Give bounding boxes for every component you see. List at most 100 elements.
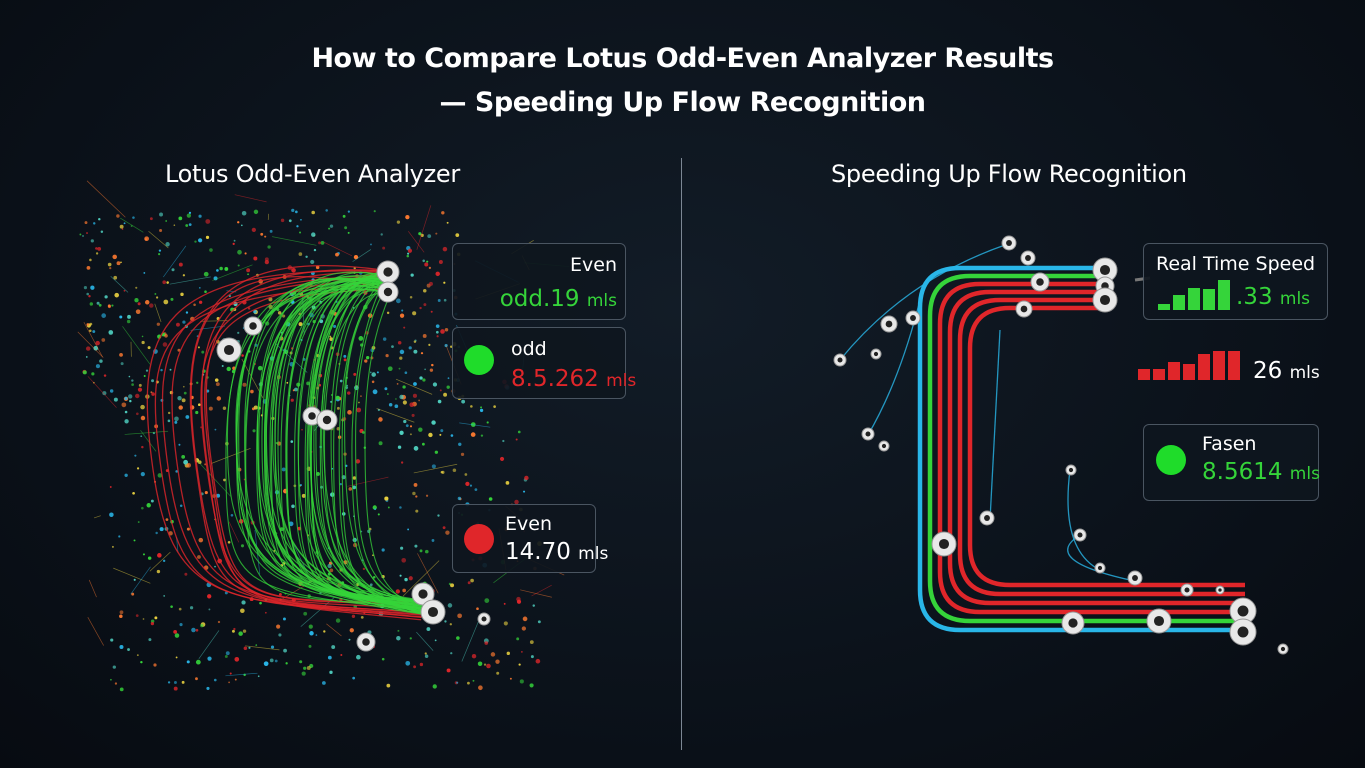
- flow-node-center: [427, 606, 439, 618]
- scatter-dot: [339, 483, 342, 486]
- red-flow-line: [190, 276, 437, 614]
- scatter-dot: [197, 555, 201, 559]
- scatter-dot: [447, 603, 453, 608]
- scatter-dot: [179, 504, 183, 507]
- scatter-dot: [226, 366, 231, 372]
- scatter-dot: [506, 651, 510, 656]
- scatter-dot: [162, 280, 167, 285]
- scatter-dot: [493, 405, 496, 408]
- meter-bar: [1198, 354, 1210, 380]
- scatter-dot: [119, 224, 124, 229]
- scatter-dot: [371, 380, 375, 384]
- scatter-dot: [141, 340, 145, 345]
- scatter-dot: [301, 428, 303, 431]
- scatter-dot: [201, 350, 205, 354]
- scatter-dot: [175, 656, 178, 659]
- scatter-dot: [237, 264, 240, 267]
- scatter-dot: [134, 454, 137, 457]
- scatter-dot: [327, 655, 332, 660]
- network-link: [198, 630, 220, 659]
- scatter-dot: [516, 637, 520, 641]
- scatter-dot: [384, 496, 389, 501]
- flow-node-center: [1153, 615, 1165, 627]
- scatter-dot: [537, 620, 541, 624]
- scatter-dot: [469, 484, 473, 487]
- scatter-dot: [373, 210, 376, 213]
- scatter-dot: [400, 461, 404, 464]
- scatter-dot: [173, 686, 178, 691]
- scatter-dot: [260, 232, 264, 236]
- scatter-dot: [325, 209, 328, 212]
- scatter-dot: [104, 295, 108, 299]
- scatter-dot: [470, 578, 474, 583]
- scatter-dot: [301, 671, 306, 676]
- network-link: [211, 447, 251, 464]
- scatter-dot: [169, 368, 172, 371]
- flow-node-center: [910, 315, 916, 321]
- scatter-dot: [369, 583, 373, 587]
- scatter-dot: [166, 281, 169, 284]
- scatter-dot: [132, 491, 135, 495]
- scatter-dot: [457, 613, 462, 619]
- scatter-dot: [446, 668, 451, 673]
- scatter-dot: [428, 281, 433, 286]
- scatter-dot: [170, 605, 173, 608]
- network-link: [531, 584, 552, 597]
- scatter-dot: [431, 420, 436, 425]
- scatter-dot: [443, 392, 448, 397]
- green-flow-line: [319, 286, 426, 603]
- scatter-dot: [281, 467, 286, 472]
- scatter-dot: [358, 401, 360, 404]
- scatter-dot: [396, 635, 401, 641]
- scatter-dot: [294, 387, 298, 392]
- network-link: [130, 566, 151, 595]
- meter-bar: [1168, 362, 1180, 380]
- network-link: [407, 231, 425, 253]
- panel-divider: [681, 158, 682, 750]
- scatter-dot: [250, 389, 254, 394]
- flow-node-center: [223, 344, 235, 356]
- flow-node-center: [1006, 240, 1012, 246]
- scatter-dot: [362, 567, 366, 571]
- scatter-dot: [386, 683, 391, 688]
- scatter-dot: [447, 377, 450, 380]
- scatter-dot: [298, 322, 303, 327]
- scatter-dot: [196, 381, 199, 384]
- scatter-dot: [405, 660, 411, 666]
- red-flow-line: [154, 282, 423, 615]
- scatter-dot: [88, 295, 91, 298]
- scatter-dot: [480, 434, 484, 437]
- scatter-dot: [429, 368, 434, 372]
- scatter-dot: [109, 512, 114, 518]
- scatter-dot: [405, 424, 409, 428]
- scatter-dot: [301, 493, 306, 498]
- scatter-dot: [515, 438, 518, 441]
- scatter-dot: [111, 304, 114, 307]
- scatter-dot: [412, 393, 417, 398]
- scatter-dot: [315, 634, 318, 636]
- scatter-dot: [89, 329, 92, 333]
- scatter-dot: [295, 210, 298, 214]
- network-link: [300, 597, 335, 627]
- scatter-dot: [148, 638, 152, 642]
- scatter-dot: [198, 403, 201, 407]
- scatter-dot: [310, 259, 315, 265]
- network-link: [402, 560, 440, 597]
- scatter-dot: [395, 589, 400, 594]
- scatter-dot: [185, 415, 190, 419]
- scatter-dot: [253, 256, 258, 261]
- scatter-dot: [424, 652, 427, 655]
- scatter-dot: [131, 383, 134, 386]
- scatter-dot: [315, 265, 320, 270]
- scatter-dot: [140, 404, 145, 410]
- scatter-dot: [108, 330, 114, 335]
- meter-bar: [1188, 287, 1200, 310]
- flow-node-center: [308, 412, 316, 420]
- network-link: [110, 275, 129, 293]
- card-value: 8.5614 mls: [1202, 459, 1320, 485]
- red-flow-line: [200, 275, 425, 605]
- scatter-dot: [100, 230, 104, 233]
- scatter-dot: [150, 499, 154, 503]
- scatter-dot: [353, 372, 357, 376]
